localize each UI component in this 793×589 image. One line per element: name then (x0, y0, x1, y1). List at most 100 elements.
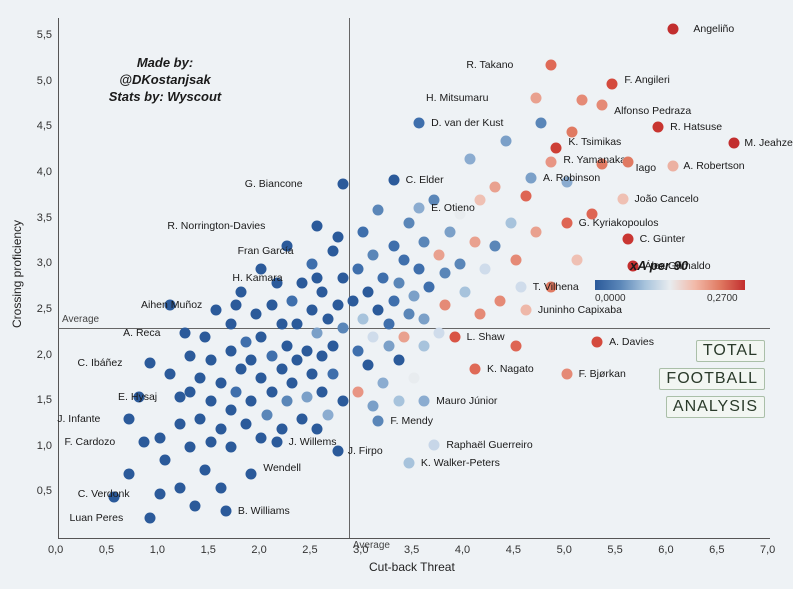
scatter-point (251, 309, 262, 320)
point-label: Raphaël Guerreiro (446, 439, 532, 451)
labeled-point (246, 469, 257, 480)
scatter-point (434, 250, 445, 261)
scatter-point (490, 181, 501, 192)
labeled-point (124, 414, 135, 425)
point-label: C. Elder (406, 174, 444, 186)
scatter-point (266, 350, 277, 361)
point-label: J. Infante (57, 413, 100, 425)
labeled-point (470, 364, 481, 375)
y-tick: 2,0 (37, 349, 52, 361)
scatter-point (246, 355, 257, 366)
y-tick: 5,5 (37, 29, 52, 41)
scatter-point (536, 117, 547, 128)
scatter-point (347, 295, 358, 306)
labeled-point (561, 368, 572, 379)
scatter-point (317, 350, 328, 361)
scatter-point (398, 332, 409, 343)
point-label: R. Yamanaka (563, 154, 626, 166)
scatter-point (531, 227, 542, 238)
point-label: J. Willems (289, 436, 337, 448)
scatter-point (164, 368, 175, 379)
point-label: Fran García (238, 245, 294, 257)
scatter-point (398, 254, 409, 265)
labeled-point (312, 221, 323, 232)
scatter-point (368, 332, 379, 343)
scatter-point (266, 300, 277, 311)
labeled-point (622, 233, 633, 244)
scatter-point (175, 418, 186, 429)
point-label: F. Mendy (390, 415, 433, 427)
scatter-point (368, 400, 379, 411)
scatter-point (256, 373, 267, 384)
scatter-point (261, 409, 272, 420)
labeled-point (180, 327, 191, 338)
scatter-point (241, 418, 252, 429)
labeled-point (220, 505, 231, 516)
scatter-point (475, 309, 486, 320)
labeled-point (154, 489, 165, 500)
labeled-point (175, 391, 186, 402)
scatter-point (576, 95, 587, 106)
scatter-point (337, 323, 348, 334)
point-label: J. Firpo (348, 445, 383, 457)
point-label: R. Norrington-Davies (167, 220, 265, 232)
scatter-point (393, 277, 404, 288)
labeled-point (337, 179, 348, 190)
labeled-point (515, 282, 526, 293)
scatter-point (124, 469, 135, 480)
scatter-point (378, 273, 389, 284)
scatter-point (307, 304, 318, 315)
scatter-point (459, 286, 470, 297)
scatter-point (266, 387, 277, 398)
scatter-point (307, 368, 318, 379)
x-tick: 0,5 (99, 544, 114, 556)
scatter-point (464, 154, 475, 165)
scatter-point (307, 259, 318, 270)
scatter-point (292, 355, 303, 366)
labeled-point (561, 218, 572, 229)
scatter-point (276, 364, 287, 375)
labeled-point (729, 137, 740, 148)
scatter-point (185, 350, 196, 361)
y-tick: 4,5 (37, 120, 52, 132)
scatter-point (200, 332, 211, 343)
scatter-point (403, 218, 414, 229)
scatter-point (510, 341, 521, 352)
y-axis-title: Crossing proficiency (10, 220, 24, 328)
scatter-point (205, 437, 216, 448)
y-tick: 5,0 (37, 75, 52, 87)
point-label: L. Shaw (467, 331, 505, 343)
labeled-point (607, 78, 618, 89)
avg-label-y: Average (62, 314, 99, 325)
y-tick: 4,0 (37, 166, 52, 178)
point-label: M. Jeahze (744, 137, 792, 149)
point-label: K. Walker-Peters (421, 457, 500, 469)
point-label: F. Bjørkan (579, 368, 626, 380)
point-label: G. Biancone (245, 178, 303, 190)
scatter-point (490, 241, 501, 252)
x-axis-line (58, 538, 770, 539)
labeled-point (414, 117, 425, 128)
scatter-point (276, 423, 287, 434)
y-tick: 2,5 (37, 303, 52, 315)
scatter-point (195, 373, 206, 384)
point-label: K. Tsimikas (568, 136, 621, 148)
y-tick: 3,5 (37, 212, 52, 224)
scatter-point (215, 377, 226, 388)
brand-l1: TOTAL (696, 340, 765, 362)
colorbar-min: 0,0000 (595, 293, 626, 304)
scatter-point (505, 218, 516, 229)
scatter-point (444, 227, 455, 238)
credit-l1: Made by: (137, 55, 193, 70)
point-label: A. Robertson (683, 160, 744, 172)
labeled-point (449, 332, 460, 343)
labeled-point (429, 439, 440, 450)
y-tick: 1,0 (37, 440, 52, 452)
point-label: Iago (636, 162, 656, 174)
scatter-point (281, 396, 292, 407)
x-tick: 6,0 (658, 544, 673, 556)
x-tick: 1,5 (201, 544, 216, 556)
scatter-point (256, 432, 267, 443)
labeled-point (144, 357, 155, 368)
scatter-point (409, 373, 420, 384)
